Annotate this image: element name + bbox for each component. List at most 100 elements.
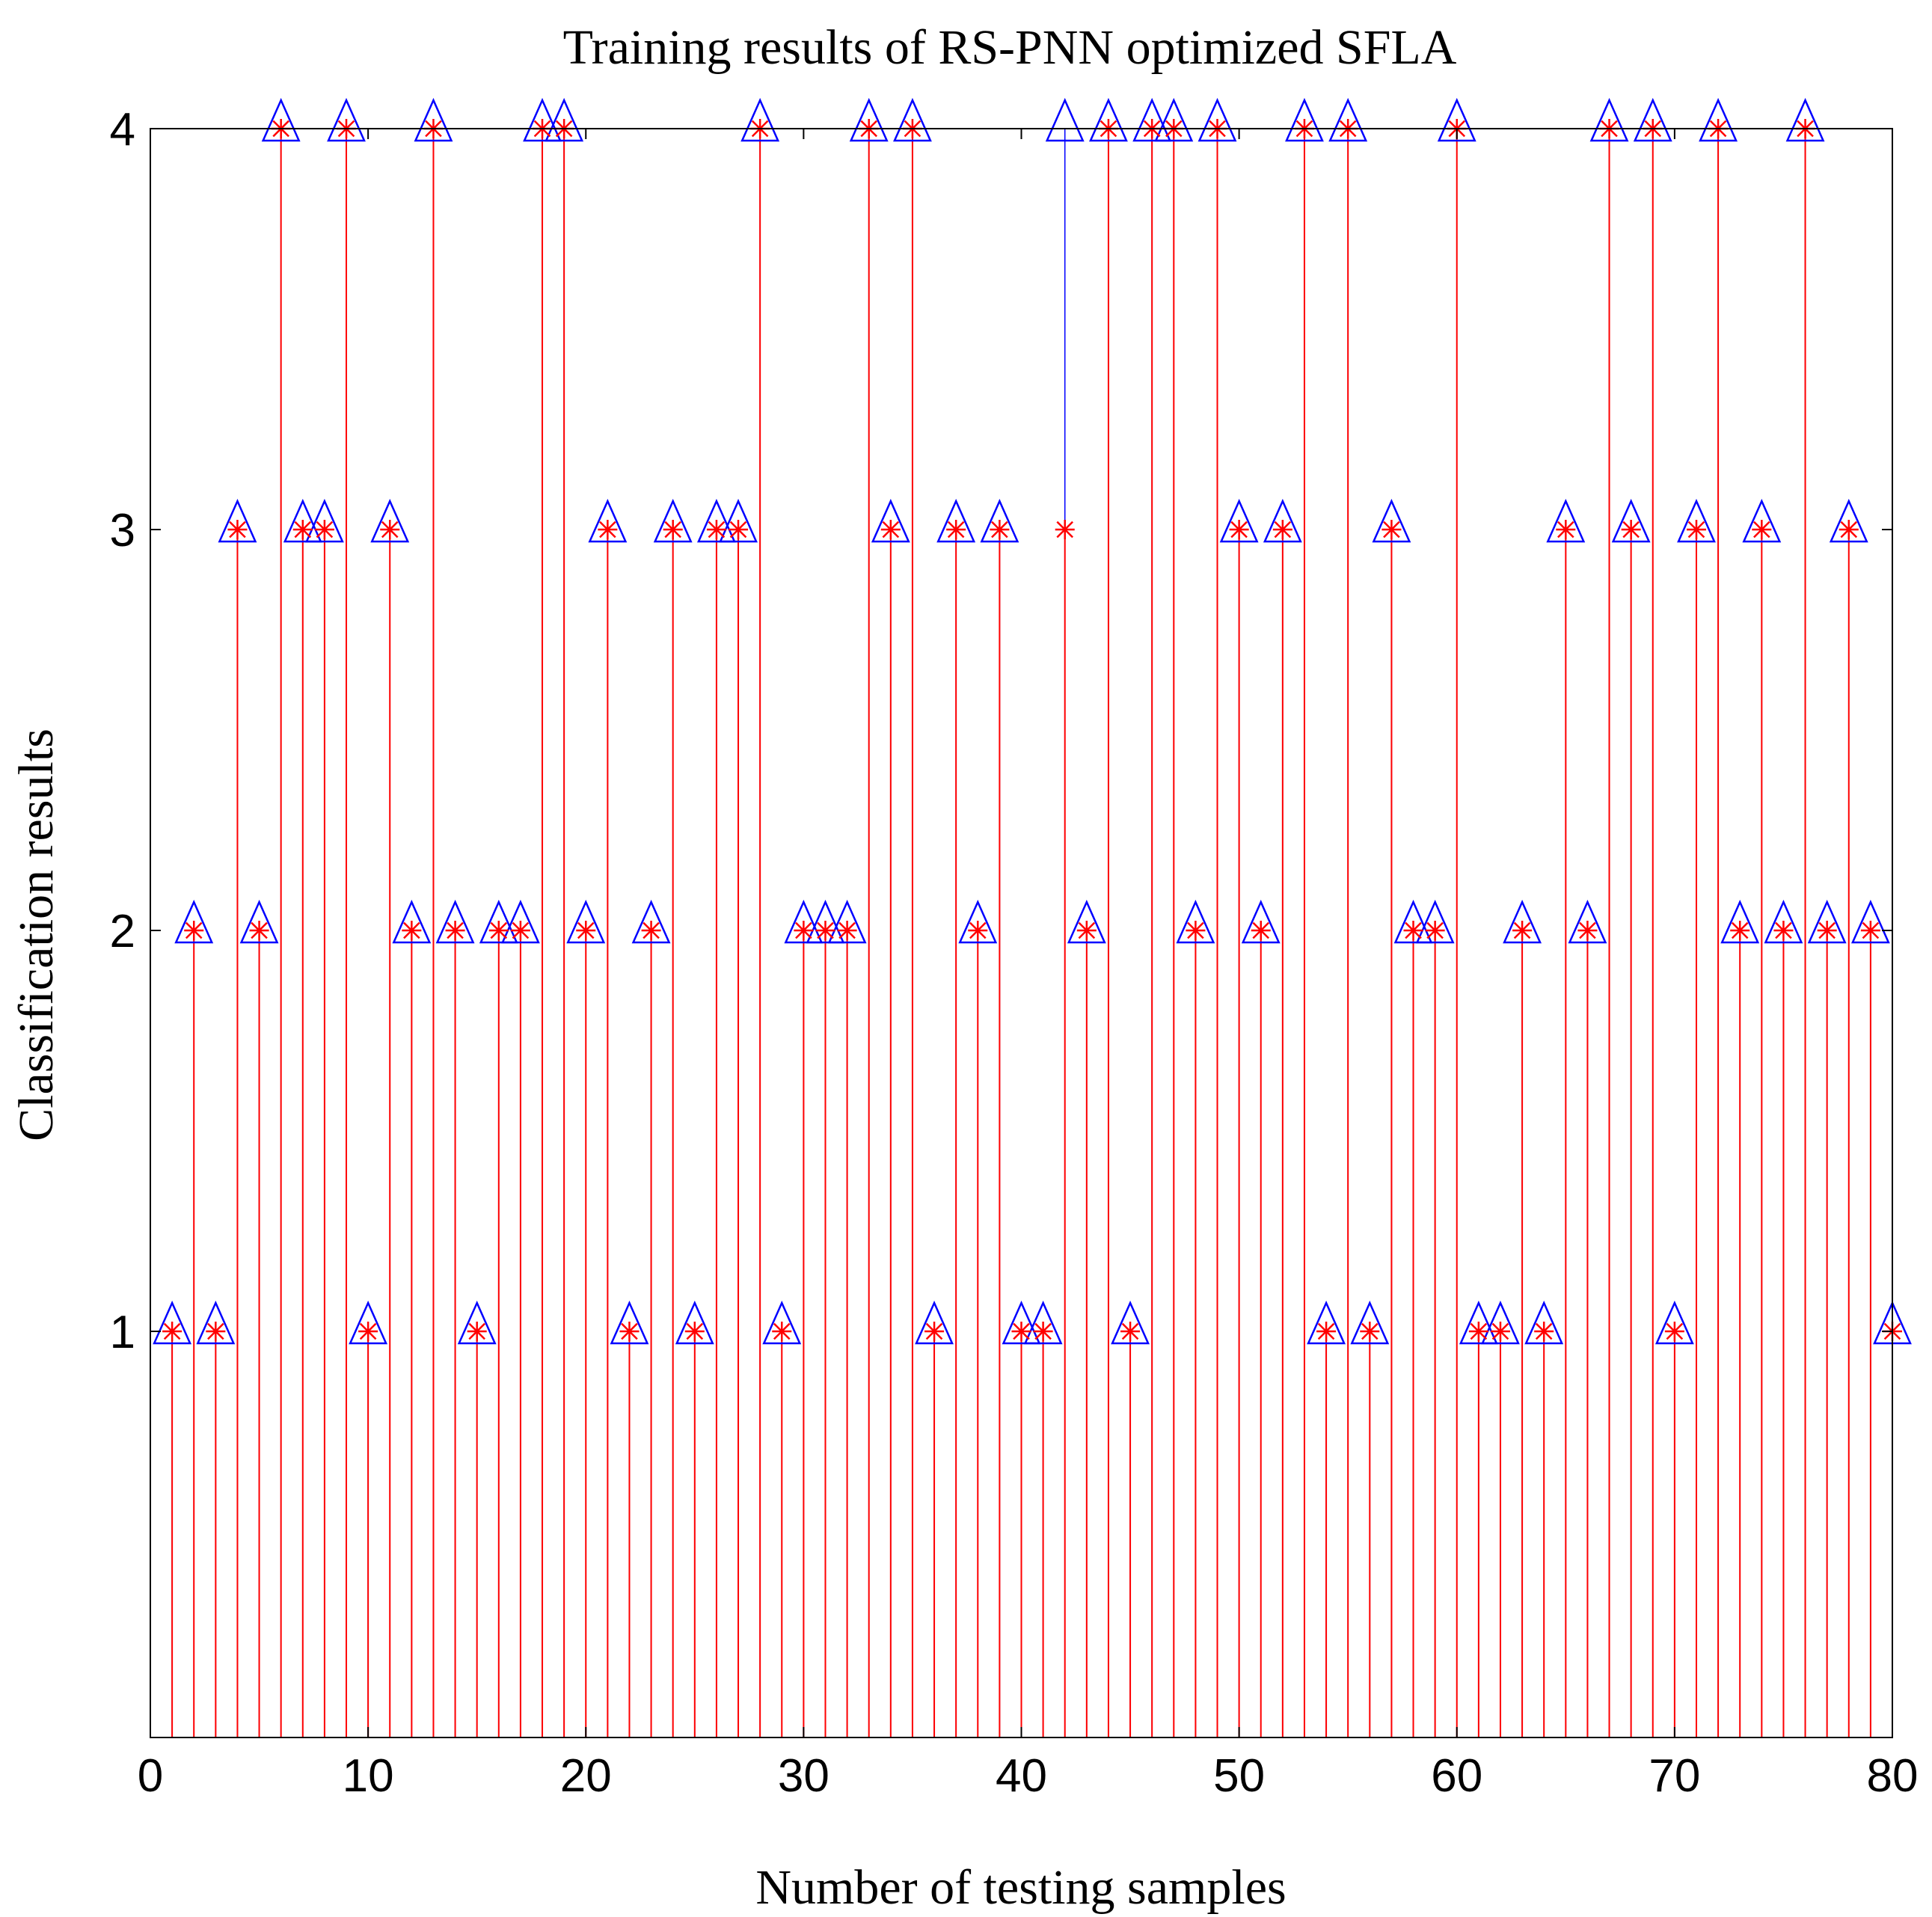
predicted-asterisk-marker-22 bbox=[619, 1322, 640, 1341]
predicted-asterisk-marker-16 bbox=[488, 921, 509, 940]
actual-triangle-marker-71 bbox=[1677, 498, 1716, 543]
predicted-asterisk-marker-8 bbox=[314, 520, 334, 539]
predicted-asterisk-marker-34 bbox=[880, 520, 901, 539]
predicted-asterisk-marker-63 bbox=[1512, 921, 1533, 940]
actual-triangle-marker-48 bbox=[1176, 899, 1215, 944]
actual-triangle-marker-51 bbox=[1241, 899, 1281, 944]
predicted-asterisk-marker-73 bbox=[1730, 921, 1750, 940]
actual-triangle-marker-78 bbox=[1829, 498, 1868, 543]
actual-triangle-marker-50 bbox=[1219, 498, 1259, 543]
actual-triangle-marker-32 bbox=[827, 899, 867, 944]
x-tick-label-20: 20 bbox=[560, 1750, 612, 1802]
actual-triangle-marker-36 bbox=[915, 1300, 954, 1345]
actual-triangle-marker-24 bbox=[653, 498, 693, 543]
predicted-asterisk-marker-51 bbox=[1251, 921, 1271, 940]
x-tick-label-30: 30 bbox=[778, 1750, 829, 1802]
actual-triangle-marker-41 bbox=[1023, 1300, 1063, 1345]
actual-triangle-marker-7 bbox=[283, 498, 322, 543]
actual-triangle-marker-58 bbox=[1393, 899, 1433, 944]
actual-triangle-marker-21 bbox=[588, 498, 628, 543]
predicted-asterisk-marker-12 bbox=[402, 921, 422, 940]
actual-triangle-marker-76 bbox=[1785, 97, 1825, 142]
actual-triangle-marker-65 bbox=[1546, 498, 1586, 543]
predicted-asterisk-marker-75 bbox=[1773, 921, 1794, 940]
predicted-asterisk-marker-24 bbox=[663, 520, 683, 539]
actual-triangle-marker-66 bbox=[1568, 899, 1607, 944]
predicted-asterisk-marker-61 bbox=[1468, 1322, 1488, 1341]
predicted-asterisk-marker-3 bbox=[206, 1322, 226, 1341]
predicted-asterisk-marker-32 bbox=[837, 921, 857, 940]
actual-triangle-marker-37 bbox=[936, 498, 976, 543]
predicted-asterisk-marker-20 bbox=[576, 921, 596, 940]
predicted-asterisk-marker-54 bbox=[1316, 1322, 1337, 1341]
predicted-asterisk-marker-10 bbox=[358, 1322, 378, 1341]
actual-triangle-marker-8 bbox=[304, 498, 344, 543]
predicted-asterisk-marker-65 bbox=[1556, 520, 1576, 539]
predicted-asterisk-marker-11 bbox=[380, 520, 400, 539]
predicted-asterisk-marker-56 bbox=[1360, 1322, 1380, 1341]
y-tick-label-3: 3 bbox=[110, 505, 135, 556]
y-tick-label-2: 2 bbox=[110, 906, 135, 957]
actual-triangle-marker-19 bbox=[545, 97, 584, 142]
actual-triangle-marker-73 bbox=[1720, 899, 1760, 944]
actual-triangle-marker-31 bbox=[806, 899, 845, 944]
actual-triangle-marker-49 bbox=[1197, 97, 1237, 142]
predicted-asterisk-marker-41 bbox=[1033, 1322, 1053, 1341]
actual-triangle-marker-40 bbox=[1002, 1300, 1041, 1345]
actual-triangle-marker-16 bbox=[479, 899, 518, 944]
x-axis-label: Number of testing samples bbox=[755, 1860, 1286, 1915]
predicted-asterisk-marker-5 bbox=[249, 921, 269, 940]
actual-triangle-marker-28 bbox=[740, 97, 780, 142]
actual-triangle-marker-77 bbox=[1807, 899, 1847, 944]
predicted-asterisk-marker-43 bbox=[1076, 921, 1097, 940]
predicted-asterisk-marker-4 bbox=[227, 520, 248, 539]
actual-triangle-marker-12 bbox=[392, 899, 432, 944]
actual-triangle-marker-3 bbox=[196, 1300, 236, 1345]
actual-triangle-marker-33 bbox=[849, 97, 889, 142]
actual-triangle-marker-75 bbox=[1764, 899, 1803, 944]
actual-triangle-marker-18 bbox=[523, 97, 562, 142]
predicted-asterisk-marker-52 bbox=[1272, 520, 1292, 539]
predicted-asterisk-marker-36 bbox=[924, 1322, 945, 1341]
predicted-asterisk-marker-70 bbox=[1664, 1322, 1684, 1341]
x-tick-label-60: 60 bbox=[1431, 1750, 1482, 1802]
predicted-asterisk-marker-74 bbox=[1752, 520, 1772, 539]
predicted-asterisk-marker-17 bbox=[510, 921, 530, 940]
actual-triangle-marker-68 bbox=[1611, 498, 1651, 543]
predicted-asterisk-marker-14 bbox=[445, 921, 465, 940]
actual-triangle-marker-20 bbox=[566, 899, 606, 944]
actual-triangle-marker-26 bbox=[697, 498, 736, 543]
y-axis-label: Classification results bbox=[9, 729, 64, 1141]
predicted-asterisk-marker-77 bbox=[1817, 921, 1837, 940]
actual-triangle-marker-62 bbox=[1481, 1300, 1520, 1345]
predicted-asterisk-marker-50 bbox=[1229, 520, 1249, 539]
predicted-asterisk-marker-71 bbox=[1686, 520, 1706, 539]
predicted-asterisk-marker-23 bbox=[641, 921, 661, 940]
predicted-asterisk-marker-31 bbox=[815, 921, 835, 940]
actual-triangle-marker-57 bbox=[1372, 498, 1411, 543]
actual-triangle-marker-67 bbox=[1589, 97, 1629, 142]
predicted-asterisk-marker-2 bbox=[184, 921, 204, 940]
actual-triangle-marker-10 bbox=[349, 1300, 388, 1345]
actual-triangle-marker-63 bbox=[1503, 899, 1542, 944]
x-tick-label-80: 80 bbox=[1867, 1750, 1919, 1802]
actual-triangle-marker-42 bbox=[1045, 97, 1085, 142]
actual-triangle-marker-29 bbox=[762, 1300, 802, 1345]
actual-triangle-marker-53 bbox=[1285, 97, 1324, 142]
predicted-asterisk-marker-39 bbox=[990, 520, 1010, 539]
predicted-asterisk-marker-15 bbox=[467, 1322, 487, 1341]
actual-triangle-marker-46 bbox=[1132, 97, 1172, 142]
actual-triangle-marker-30 bbox=[784, 899, 824, 944]
actual-triangle-marker-44 bbox=[1089, 97, 1128, 142]
predicted-asterisk-marker-59 bbox=[1425, 921, 1445, 940]
predicted-asterisk-marker-79 bbox=[1860, 921, 1880, 940]
actual-triangle-marker-55 bbox=[1328, 97, 1368, 142]
actual-triangle-marker-45 bbox=[1111, 1300, 1150, 1345]
predicted-asterisk-marker-27 bbox=[729, 520, 749, 539]
predicted-asterisk-marker-30 bbox=[794, 921, 814, 940]
actual-triangle-marker-4 bbox=[218, 498, 257, 543]
actual-triangle-marker-56 bbox=[1350, 1300, 1390, 1345]
predicted-asterisk-marker-66 bbox=[1577, 921, 1598, 940]
predicted-asterisk-marker-29 bbox=[772, 1322, 792, 1341]
